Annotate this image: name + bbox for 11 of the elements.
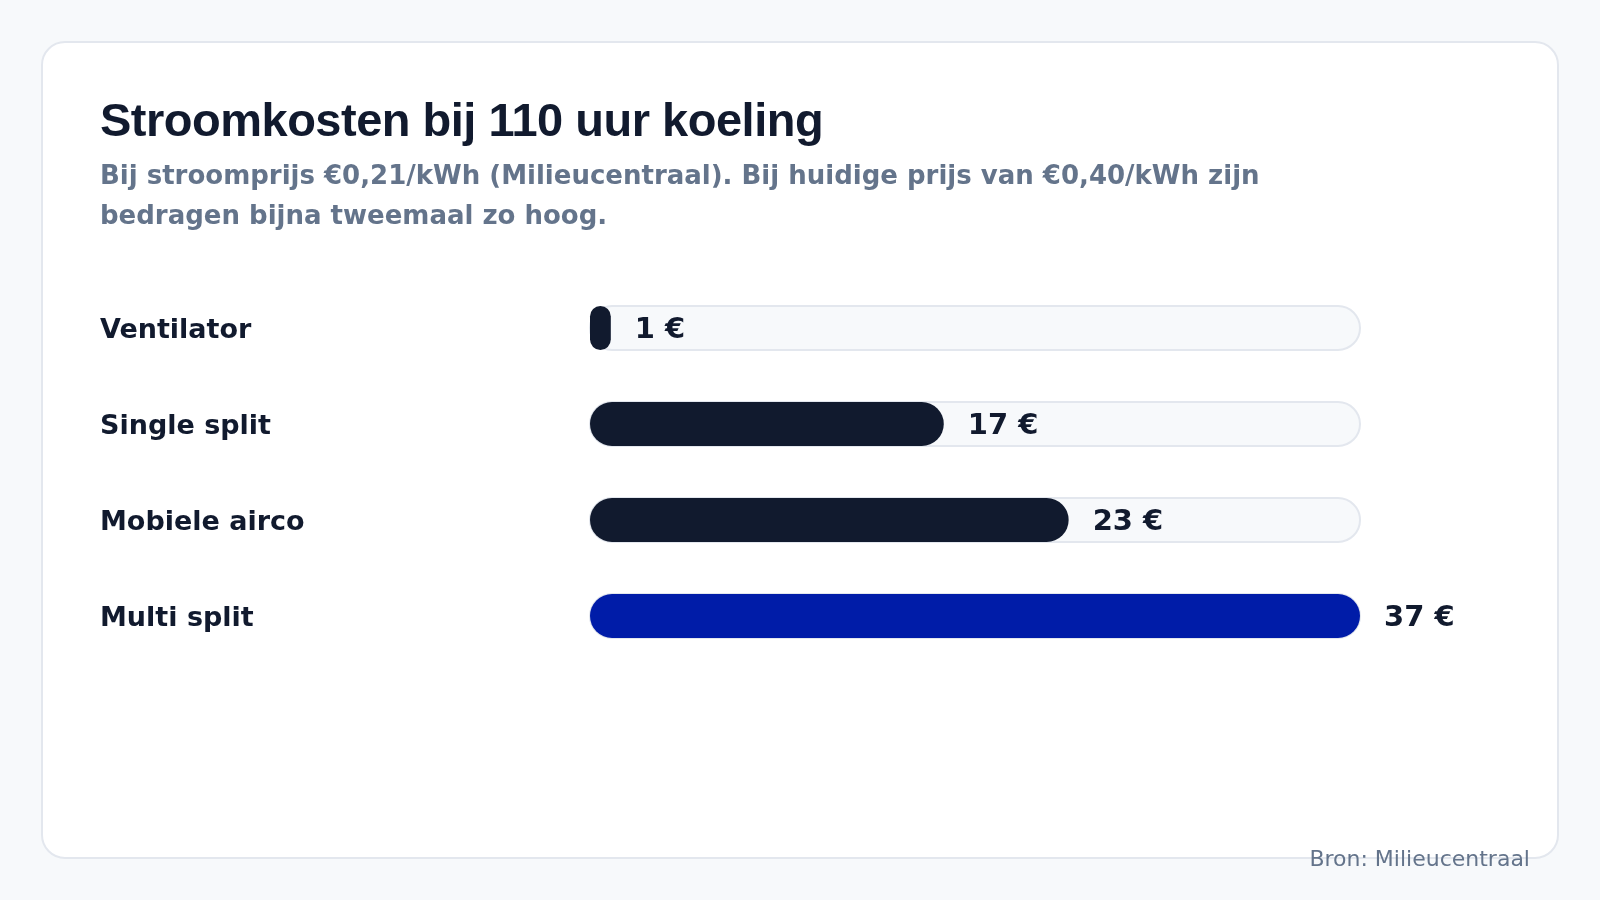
chart-title: Stroomkosten bij 110 uur koeling <box>100 92 825 147</box>
data-label: 1 € <box>634 311 686 345</box>
y-tick-label: Multi split <box>100 600 254 632</box>
data-label: 23 € <box>1092 503 1164 537</box>
text: Bron: Milieucentraal <box>1309 846 1530 871</box>
data-label: 37 € <box>1384 599 1455 633</box>
chart-subtitle: Bij stroomprijs €0,21/kWh (Milieucentraal). Bij huidige prijs van €0,40/kWh zijn bedragen bijna tweemaal zo hoog. <box>100 159 1261 232</box>
y-tick-label: Single split <box>100 408 272 440</box>
y-tick-label: Ventilator <box>100 312 253 344</box>
data-label: 17 € <box>967 407 1039 441</box>
y-tick-label: Mobiele airco <box>100 504 305 536</box>
